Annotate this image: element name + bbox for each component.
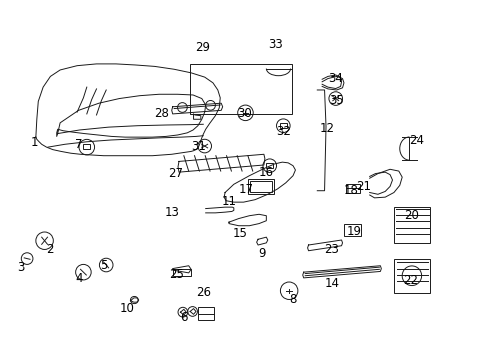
Text: 1: 1 (31, 136, 39, 149)
Text: 11: 11 (221, 195, 236, 208)
Text: 12: 12 (319, 122, 334, 135)
Text: 6: 6 (180, 311, 187, 324)
Text: 28: 28 (154, 107, 169, 120)
Text: 18: 18 (343, 184, 358, 197)
Text: 14: 14 (324, 277, 339, 290)
Bar (393, 258, 429, 293)
Text: 16: 16 (258, 166, 273, 179)
Text: 21: 21 (355, 180, 370, 193)
Text: 19: 19 (346, 225, 361, 238)
Text: 4: 4 (76, 272, 83, 285)
Text: 2: 2 (45, 243, 53, 256)
Bar (198, 307, 213, 320)
Bar (250, 181, 271, 192)
Text: 9: 9 (258, 247, 265, 260)
Bar (266, 163, 273, 168)
Text: 15: 15 (232, 227, 246, 240)
Text: 10: 10 (120, 302, 134, 315)
Text: 26: 26 (195, 286, 210, 299)
Text: 25: 25 (169, 268, 183, 281)
Bar (190, 64, 291, 114)
Text: 24: 24 (408, 134, 424, 147)
Text: 31: 31 (191, 140, 205, 153)
Text: 34: 34 (327, 72, 343, 85)
Text: 33: 33 (268, 39, 283, 51)
Text: 20: 20 (404, 209, 419, 222)
Bar (343, 224, 360, 236)
Text: 5: 5 (100, 259, 107, 272)
Text: 29: 29 (194, 41, 209, 54)
Text: 35: 35 (328, 94, 344, 107)
Text: 22: 22 (403, 274, 418, 287)
Bar (248, 179, 273, 194)
Text: 30: 30 (237, 107, 251, 120)
Text: 27: 27 (168, 167, 183, 180)
Bar (172, 269, 191, 276)
Bar (83, 144, 90, 149)
Text: 17: 17 (238, 183, 253, 196)
Text: 7: 7 (75, 138, 82, 151)
Text: 23: 23 (324, 243, 339, 256)
Bar (393, 207, 429, 243)
Text: 3: 3 (18, 261, 25, 274)
Text: 32: 32 (275, 125, 290, 138)
Bar (346, 184, 359, 193)
Text: 13: 13 (164, 206, 179, 219)
Bar (279, 123, 286, 128)
Text: 8: 8 (289, 293, 296, 306)
